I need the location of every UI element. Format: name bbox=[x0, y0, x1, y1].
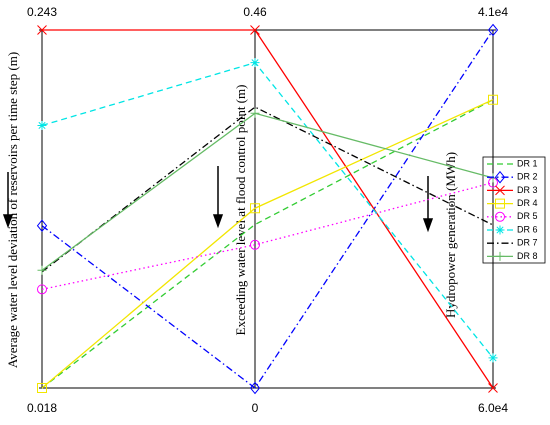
legend-label: DR 8 bbox=[517, 251, 538, 261]
tick-label: 0.018 bbox=[27, 401, 57, 415]
tick-label: 0.243 bbox=[27, 5, 57, 19]
marker bbox=[37, 120, 47, 130]
direction-arrows bbox=[2, 166, 434, 233]
series-line bbox=[41, 106, 494, 273]
series-line bbox=[41, 181, 494, 290]
marker bbox=[36, 219, 48, 232]
marker bbox=[495, 211, 505, 222]
series-line bbox=[41, 99, 494, 389]
marker bbox=[250, 108, 260, 118]
marker bbox=[495, 198, 505, 209]
plot-frame bbox=[41, 29, 494, 389]
series-line bbox=[41, 61, 494, 359]
legend-item: DR 4 bbox=[487, 198, 538, 209]
series-line bbox=[41, 99, 494, 389]
legend-label: DR 2 bbox=[517, 172, 538, 182]
axis-title: Hydropower generation (MWh) bbox=[443, 152, 458, 318]
legend-label: DR 4 bbox=[517, 198, 538, 208]
tick-label: 6.0e4 bbox=[478, 401, 508, 415]
legend-item: DR 3 bbox=[487, 185, 538, 196]
marker bbox=[37, 25, 47, 35]
marker bbox=[495, 225, 505, 235]
marker bbox=[488, 94, 498, 105]
legend-item: DR 7 bbox=[487, 238, 538, 248]
marker bbox=[37, 284, 47, 295]
marker bbox=[494, 170, 506, 184]
axis-title: Exceeding water level at flood control p… bbox=[233, 85, 248, 336]
legend-item: DR 8 bbox=[487, 251, 538, 261]
tick-label: 0.46 bbox=[243, 5, 267, 19]
marker bbox=[495, 251, 505, 261]
marker bbox=[37, 383, 47, 393]
series-line bbox=[42, 29, 494, 389]
marker bbox=[250, 25, 260, 35]
legend-item: DR 1 bbox=[487, 158, 538, 168]
legend-label: DR 1 bbox=[517, 158, 538, 168]
tick-label: 0 bbox=[252, 401, 259, 415]
legend-label: DR 7 bbox=[517, 238, 538, 248]
marker bbox=[37, 265, 47, 275]
legend-label: DR 6 bbox=[517, 224, 538, 234]
series-line bbox=[41, 29, 494, 389]
marker bbox=[495, 185, 505, 196]
legend-label: DR 5 bbox=[517, 211, 538, 221]
marker bbox=[488, 383, 498, 393]
legend-label: DR 3 bbox=[517, 185, 538, 195]
marker bbox=[250, 239, 260, 250]
legend-item: DR 2 bbox=[487, 170, 538, 184]
axis-title: Average water level deviation of reservo… bbox=[5, 52, 20, 368]
tick-label: 4.1e4 bbox=[478, 5, 508, 19]
legend-item: DR 6 bbox=[487, 224, 538, 235]
marker bbox=[487, 23, 499, 37]
marker bbox=[488, 353, 498, 363]
marker bbox=[250, 203, 260, 214]
legend-item: DR 5 bbox=[487, 211, 538, 222]
marker bbox=[249, 381, 261, 395]
marker bbox=[250, 58, 260, 68]
